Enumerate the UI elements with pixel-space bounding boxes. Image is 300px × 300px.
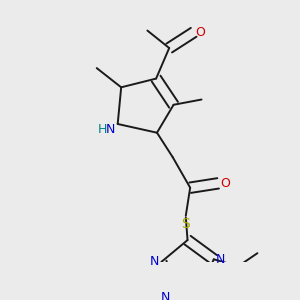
Text: O: O (195, 26, 205, 39)
Text: N: N (150, 255, 159, 268)
Text: N: N (161, 291, 170, 300)
Text: N: N (106, 123, 116, 136)
Text: H: H (97, 123, 107, 136)
Text: O: O (220, 177, 230, 190)
Text: N: N (216, 253, 225, 266)
Text: S: S (182, 218, 190, 231)
